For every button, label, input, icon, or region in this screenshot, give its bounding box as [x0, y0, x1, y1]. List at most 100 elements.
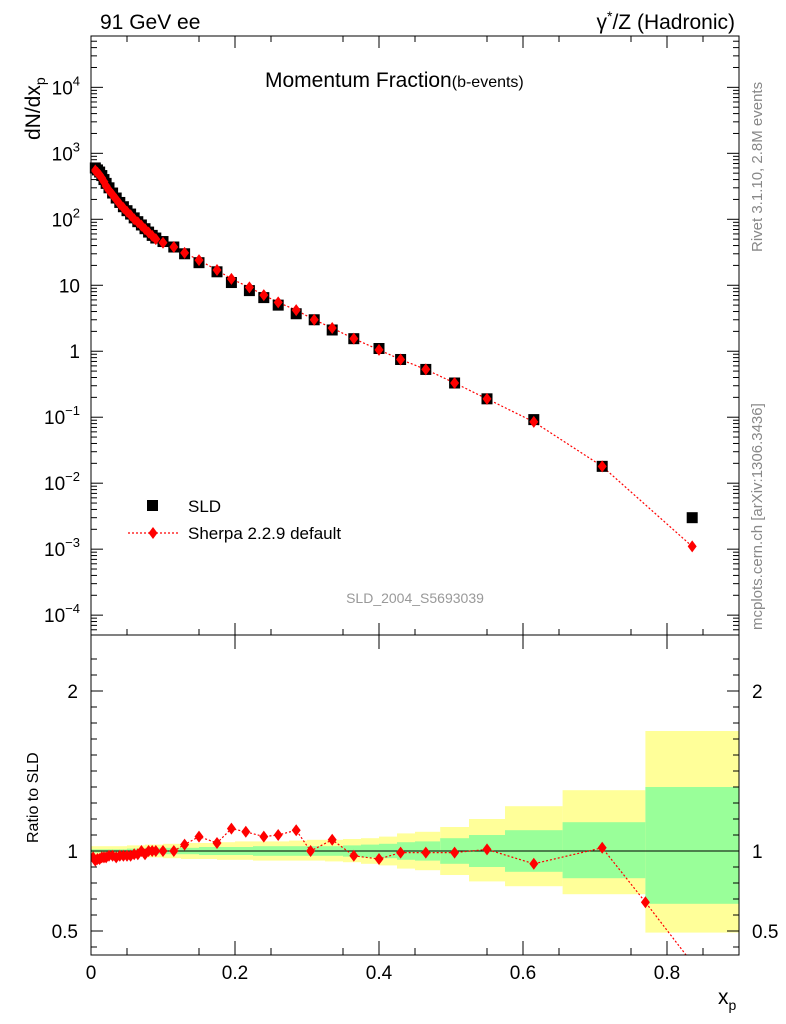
y-tick-label: 10−3: [44, 535, 80, 561]
model-data-point: [597, 460, 607, 473]
ratio-model-point: [327, 833, 337, 846]
sld-data-point: [686, 512, 698, 524]
ratio-y-tick-label: 2: [67, 682, 78, 703]
y-tick-label: 10: [59, 276, 80, 297]
ratio-model-point: [151, 845, 161, 857]
ratio-model-point: [529, 857, 539, 870]
y-tick-label: 10−1: [44, 403, 80, 429]
model-data-point: [158, 236, 168, 249]
mcplots-label: mcplots.cern.ch [arXiv:1306.3436]: [749, 403, 766, 630]
main-frame: [90, 35, 740, 636]
y-tick-label-exp: −1: [65, 403, 80, 418]
x-tick-label: 0: [86, 963, 97, 984]
ratio-model-point: [306, 845, 316, 857]
model-line: [94, 170, 693, 547]
model-data-point: [396, 353, 406, 366]
ratio-model-point: [482, 843, 492, 856]
data-points: [89, 162, 698, 524]
y-axis-label: dN/dxp: [22, 77, 48, 140]
legend-model-label: Sherpa 2.2.9 default: [188, 524, 341, 543]
ratio-panel: Ratio to SLD 0.5 0.5 1 1 2 2 0 0.2 0.4 0.6 0.8 xp: [25, 634, 779, 1013]
ratio-model-point: [226, 822, 236, 835]
ratio-model-point: [158, 845, 168, 857]
ratio-y-tick-labels: 0.5 0.5 1 1 2 2: [52, 682, 779, 943]
y-tick-label: 10−2: [44, 469, 80, 495]
ratio-model-point: [259, 830, 269, 843]
legend-model-marker: [148, 527, 158, 539]
model-data-point: [151, 233, 161, 246]
model-data-point: [273, 296, 283, 309]
y-tick-label-base: 10: [44, 408, 65, 429]
model-data-point: [349, 332, 359, 345]
y-tick-label-base: 10: [52, 144, 73, 165]
uncertainty-bands: [91, 731, 739, 933]
y-tick-label-base: 10: [52, 78, 73, 99]
header-energy-label: 91 GeV ee: [100, 11, 200, 34]
x-tick-label: 0.8: [654, 963, 680, 984]
ratio-model-point: [450, 846, 460, 859]
ratio-model-point: [421, 846, 431, 859]
y-tick-label-base: 10: [44, 606, 65, 627]
y-tick-label-exp: −4: [65, 601, 80, 616]
inner-uncertainty-band: [645, 787, 739, 904]
ratio-model-point: [212, 837, 222, 849]
ratio-model-point: [291, 824, 301, 837]
rivet-version-label: Rivet 3.1.10, 2.8M events: [749, 82, 766, 252]
model-data-point: [421, 363, 431, 376]
model-data-point: [212, 264, 222, 277]
model-data-point: [244, 281, 254, 294]
x-tick-labels: 0 0.2 0.4 0.6 0.8: [86, 963, 681, 984]
model-data-point: [327, 322, 337, 335]
ratio-y-tick-label: 0.5: [52, 922, 78, 943]
ratio-model-points: [91, 822, 650, 909]
ratio-model-point: [169, 845, 179, 857]
y-tick-label-base: 10: [52, 210, 73, 231]
y-tick-label: 1: [69, 342, 80, 363]
ratio-frame: [90, 634, 740, 956]
plot-title-sub: (b-events): [452, 74, 524, 91]
ratio-model-point: [597, 841, 607, 854]
process-star: *: [607, 8, 613, 24]
model-data-point: [450, 377, 460, 390]
y-tick-label: 102: [52, 205, 80, 231]
y-tick-label-exp: −3: [65, 535, 80, 550]
analysis-watermark: SLD_2004_S5693039: [346, 590, 484, 606]
y-axis-label-base: dN/dx: [22, 85, 45, 140]
ratio-y-axis-label: Ratio to SLD: [25, 752, 42, 843]
model-data-point: [482, 392, 492, 405]
ratio-model-point: [640, 896, 650, 909]
ratio-y-tick-label-right: 1: [752, 842, 763, 863]
y-tick-label-exp: 4: [73, 73, 80, 88]
x-tick-label: 0.2: [222, 963, 248, 984]
model-data-point: [169, 241, 179, 254]
ratio-model-point: [396, 846, 406, 859]
y-tick-label: 103: [52, 139, 80, 165]
plot-title-main: Momentum Fraction: [265, 69, 452, 92]
model-data-point: [309, 313, 319, 326]
legend-sld-label: SLD: [188, 497, 221, 516]
header-process-label: γ*/Z (Hadronic): [597, 8, 735, 34]
y-tick-label-base: 10: [44, 540, 65, 561]
ratio-model-point: [194, 830, 204, 843]
y-tick-label-base: 1: [69, 342, 80, 363]
model-data-point: [687, 540, 697, 553]
ratio-y-tick-label-right: 0.5: [752, 922, 778, 943]
ratio-model-point: [349, 849, 359, 862]
main-panel: Momentum Fraction(b-events) dN/dxp 10410…: [22, 35, 740, 636]
ratio-y-tick-label-right: 2: [752, 682, 763, 703]
ratio-model-point: [180, 838, 190, 851]
x-tick-label: 0.6: [510, 963, 536, 984]
model-data-point: [529, 415, 539, 428]
x-tick-label: 0.4: [366, 963, 393, 984]
model-data-point: [291, 304, 301, 317]
process-gamma: γ: [597, 11, 608, 34]
x-axis-label-base: x: [718, 986, 729, 1009]
y-tick-label-exp: 3: [73, 139, 80, 154]
model-data-point: [374, 343, 384, 356]
ratio-model-point: [241, 825, 251, 838]
ratio-model-point: [374, 853, 384, 865]
legend-sld-marker: [147, 500, 158, 511]
y-tick-label-exp: −2: [65, 469, 80, 484]
plot-title: Momentum Fraction(b-events): [265, 69, 524, 92]
